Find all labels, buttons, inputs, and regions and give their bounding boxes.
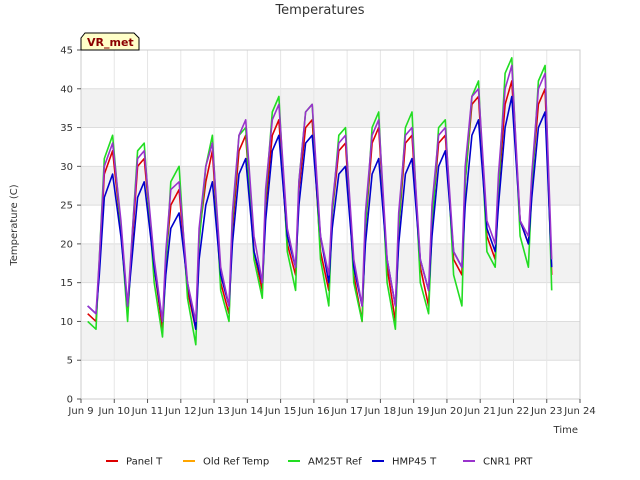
x-tick-label: Jun 11 — [131, 406, 164, 417]
chart-title: Temperatures — [274, 3, 364, 18]
x-tick-label: Jun 20 — [430, 406, 463, 417]
y-tick-label: 5 — [67, 356, 73, 367]
x-tick-label: Jun 21 — [463, 406, 496, 417]
y-tick-label: 15 — [60, 278, 73, 289]
y-tick-label: 20 — [60, 239, 73, 250]
grid-band — [81, 166, 580, 206]
x-axis-title: Time — [553, 425, 578, 436]
y-tick-label: 25 — [60, 201, 73, 212]
x-tick-label: Jun 16 — [297, 406, 330, 417]
y-tick-label: 40 — [60, 84, 73, 95]
legend-label: CNR1 PRT — [483, 457, 533, 468]
badge-label: VR_met — [87, 36, 134, 49]
y-axis-title: Temperature (C) — [9, 184, 20, 266]
x-axis: Jun 9 Jun 10 Jun 11 Jun 12 Jun 13 Jun 14 Jun 1… — [67, 399, 596, 417]
plot-frame — [80, 49, 581, 400]
badge-box — [80, 32, 140, 51]
x-tick-label: Jun 18 — [364, 406, 397, 417]
legend-label: Old Ref Temp — [203, 457, 269, 468]
legend: Panel T Old Ref Temp AM25T Ref HMP45 T CNR1 … — [106, 457, 533, 468]
station-badge: VR_met — [80, 32, 140, 51]
legend-label: AM25T Ref — [308, 457, 362, 468]
grid-band — [81, 321, 580, 361]
x-tick-label: Jun 9 — [67, 406, 93, 417]
y-tick-label: 35 — [60, 123, 73, 134]
legend-item: HMP45 T — [372, 457, 437, 468]
x-tick-label: Jun 10 — [98, 406, 131, 417]
x-tick-label: Jun 12 — [164, 406, 197, 417]
y-tick-label: 0 — [67, 395, 73, 406]
legend-item: CNR1 PRT — [463, 457, 533, 468]
x-tick-label: Jun 15 — [264, 406, 297, 417]
x-tick-label: Jun 14 — [231, 406, 264, 417]
legend-item: AM25T Ref — [288, 457, 362, 468]
x-tick-label: Jun 22 — [497, 406, 530, 417]
legend-label: HMP45 T — [392, 457, 437, 468]
legend-item: Panel T — [106, 457, 163, 468]
x-tick-label: Jun 19 — [397, 406, 430, 417]
legend-label: Panel T — [126, 457, 163, 468]
x-tick-label: Jun 13 — [197, 406, 230, 417]
grid-band — [81, 88, 580, 128]
plot-area — [80, 49, 581, 400]
x-tick-label: Jun 23 — [530, 406, 563, 417]
legend-item: Old Ref Temp — [183, 457, 269, 468]
x-tick-label: Jun 24 — [563, 406, 596, 417]
y-tick-label: 45 — [60, 46, 73, 57]
y-tick-label: 10 — [60, 317, 73, 328]
y-tick-label: 30 — [60, 162, 73, 173]
series-lines — [87, 57, 553, 346]
series-line-cnr1-prt — [87, 64, 553, 323]
x-tick-label: Jun 17 — [330, 406, 363, 417]
y-axis: 0 5 10 15 20 25 30 35 40 45 — [60, 46, 81, 406]
